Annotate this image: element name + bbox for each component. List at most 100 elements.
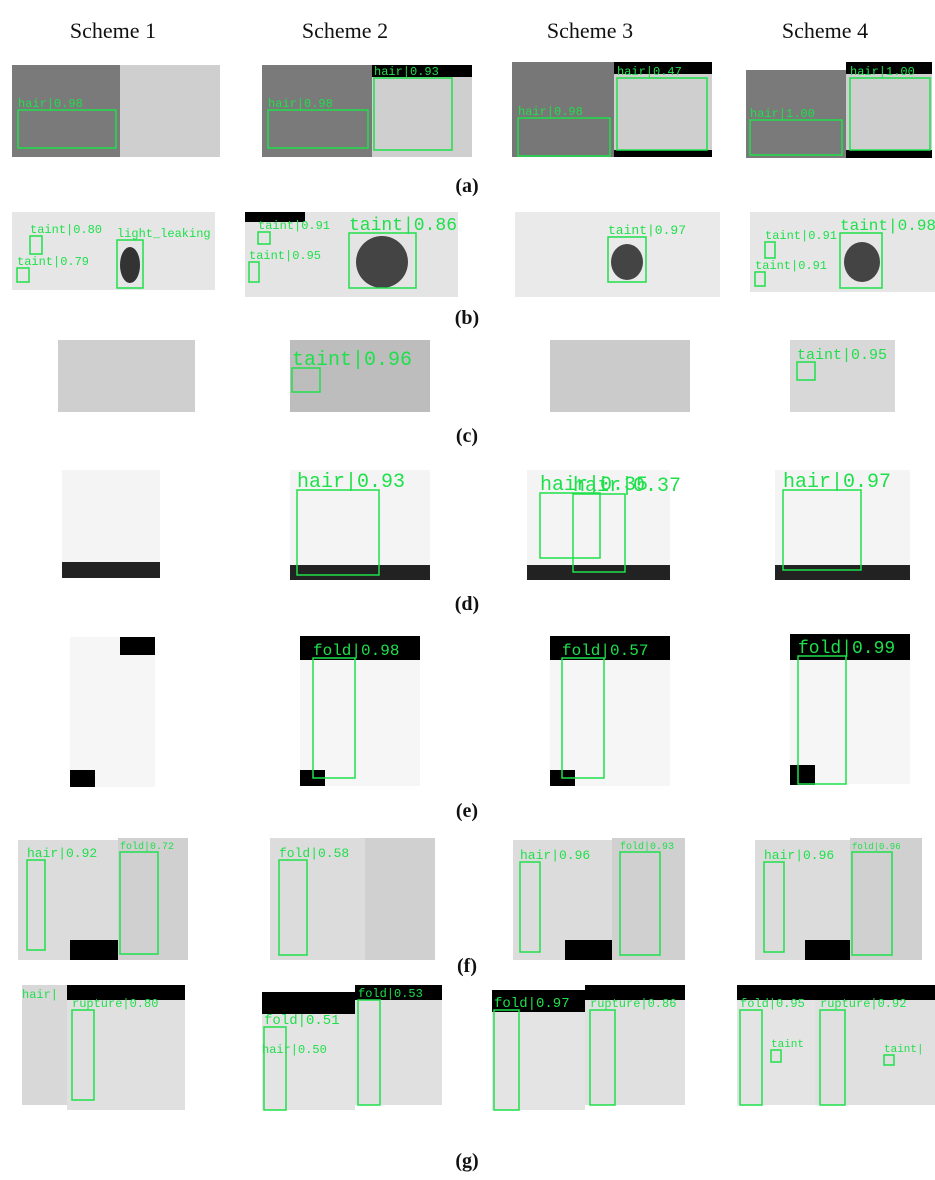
row-label: (d): [455, 593, 479, 615]
column-header: Scheme 2: [302, 18, 388, 43]
detection-image: [58, 340, 195, 412]
detection-image: [62, 470, 160, 578]
detection-label: taint|0.91: [258, 219, 330, 233]
detection-label: taint: [771, 1039, 804, 1051]
detection-label: fold|0.97: [494, 996, 570, 1012]
detection-image: fold|0.58: [270, 838, 435, 960]
image-patch: [120, 65, 220, 157]
image-blob: [844, 242, 880, 282]
detection-image: [550, 340, 690, 412]
row-label: (e): [456, 800, 478, 822]
detection-image: fold|0.97 rupture|0.86: [492, 985, 685, 1110]
column-header: Scheme 1: [70, 18, 156, 43]
page: {"headers": ["Scheme 1", "Scheme 2", "Sc…: [0, 0, 935, 1180]
detection-label: hair|0.93: [374, 65, 439, 79]
detection-image: fold|0.99: [790, 634, 910, 785]
image-patch: [67, 1000, 185, 1110]
column-header: Scheme 3: [547, 18, 633, 43]
image-patch: [70, 770, 95, 787]
image-patch: [612, 838, 685, 960]
detection-image: [70, 637, 155, 787]
image-patch: [290, 565, 430, 580]
detection-label: taint|: [884, 1044, 924, 1056]
detection-label: taint|0.91: [765, 229, 837, 243]
image-patch: [262, 65, 372, 157]
image-patch: [22, 985, 67, 1105]
row-label: (a): [455, 175, 478, 197]
detection-label: hair|0.93: [297, 471, 405, 494]
detection-label: hair|0.37: [573, 475, 681, 498]
image-patch: [365, 838, 435, 960]
image-patch: [614, 150, 712, 157]
detection-label: taint|0.91: [755, 259, 827, 273]
row-label: (g): [455, 1150, 478, 1172]
image-patch: [120, 637, 155, 655]
column-header: Scheme 4: [782, 18, 868, 43]
row-label: (c): [456, 425, 478, 447]
row-label: (b): [455, 307, 479, 329]
detection-image: hair|0.96 fold|0.96: [755, 838, 922, 960]
image-blob: [120, 247, 140, 283]
detection-label: hair|0.50: [262, 1043, 327, 1057]
detection-label: fold|0.57: [562, 642, 648, 660]
image-patch: [550, 340, 690, 412]
detection-label: taint|0.79: [17, 255, 89, 269]
detection-label: rupture|0.80: [72, 997, 158, 1011]
image-patch: [70, 940, 118, 960]
image-patch: [850, 838, 922, 960]
image-patch: [355, 985, 442, 1105]
detection-label: hair|: [22, 988, 58, 1002]
image-patch: [62, 470, 160, 578]
image-patch: [805, 940, 850, 960]
detection-label: fold|0.99: [798, 639, 895, 659]
detection-label: rupture|0.92: [820, 997, 906, 1011]
detection-image: fold|0.98: [300, 636, 420, 786]
detection-image: hair|0.97: [775, 470, 910, 580]
image-patch: [565, 940, 612, 960]
image-patch: [62, 562, 160, 578]
detection-image: taint|0.80taint|0.79light_leaking: [12, 212, 215, 290]
detection-image: hair|0.98 hair|0.47: [512, 62, 712, 157]
image-patch: [775, 565, 910, 580]
detection-label: hair|0.98: [518, 105, 583, 119]
detection-image: hair|0.93: [290, 470, 430, 580]
detection-label: taint|0.95: [797, 347, 887, 364]
detection-label: fold|0.58: [279, 846, 349, 861]
detection-label: fold|0.53: [358, 987, 423, 1001]
figure: Scheme 1 Scheme 2 Scheme 3 Scheme 4 hair|0.9…: [0, 0, 935, 1180]
detection-image: fold|0.51 fold|0.53 hair|0.50: [262, 985, 442, 1110]
detection-label: rupture|0.86: [590, 997, 676, 1011]
detection-label: fold|0.93: [620, 841, 674, 853]
image-patch: [12, 65, 120, 157]
image-patch: [262, 992, 355, 1014]
image-blob: [611, 244, 643, 280]
row-label: (f): [457, 955, 477, 977]
detection-image: taint|0.95: [790, 340, 895, 412]
detection-label: hair|0.97: [783, 471, 891, 494]
detection-image: hair|0.98hair|0.93: [262, 65, 472, 157]
image-patch: [790, 765, 815, 785]
image-blob: [356, 236, 408, 288]
detection-label: hair|0.98: [18, 97, 83, 111]
detection-label: hair|1.00: [750, 107, 815, 121]
image-patch: [846, 150, 932, 158]
detection-label: fold|0.51: [264, 1013, 340, 1029]
detection-label: fold|0.96: [852, 842, 901, 852]
detection-label: hair|0.96: [520, 848, 590, 863]
detection-image: hair|0.35hair|0.37: [527, 470, 681, 580]
detection-label: hair|0.96: [764, 848, 834, 863]
detection-image: hair| rupture|0.80: [22, 985, 185, 1110]
image-patch: [70, 637, 155, 787]
detection-image: fold|0.95 rupture|0.92 taint taint|: [737, 985, 935, 1105]
detection-label: hair|0.92: [27, 846, 97, 861]
detection-image: fold|0.57: [550, 636, 670, 786]
detection-label: taint|0.80: [30, 223, 102, 237]
detection-label: fold|0.95: [740, 997, 805, 1011]
detection-image: taint|0.97: [515, 212, 720, 297]
detection-label: taint|0.98: [840, 217, 935, 235]
detection-label: hair|0.47: [617, 65, 682, 79]
detection-label: taint|0.86: [349, 216, 457, 236]
